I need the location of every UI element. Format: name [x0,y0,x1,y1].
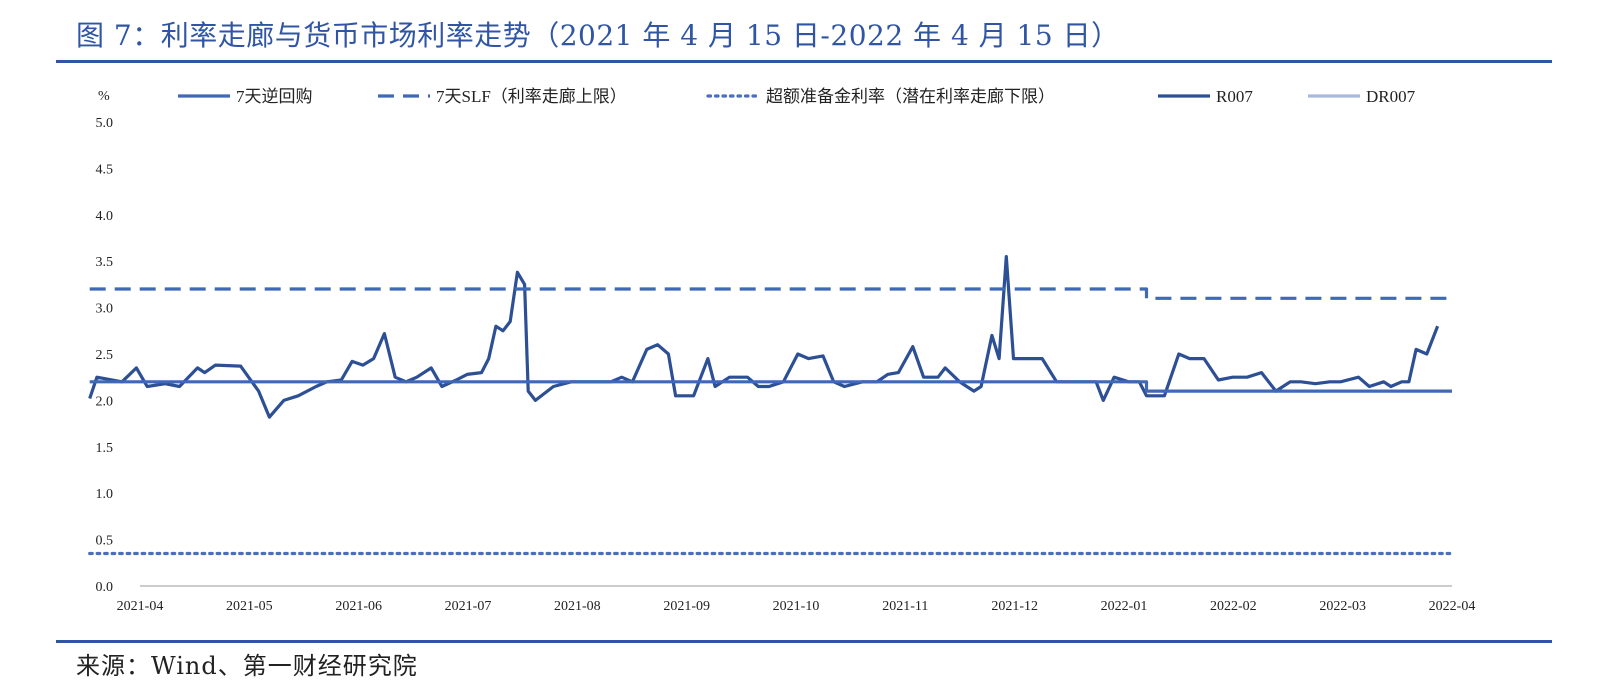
x-tick-label: 2022-04 [1429,599,1476,614]
y-axis: 0.0 0.5 1.0 1.5 2.0 2.5 3.0 3.5 4.0 4.5 5.0 [96,116,114,595]
y-tick-label: 1.0 [96,487,114,502]
rate-corridor-chart: 7天逆回购 7天SLF（利率走廊上限） 超额准备金利率（潜在利率走廊下限） R007 D… [88,87,1476,614]
x-tick-label: 2021-10 [773,599,820,614]
x-tick-label: 2021-12 [991,599,1038,614]
source-note: 来源：Wind、第一财经研究院 [76,652,418,680]
x-tick-label: 2022-01 [1101,599,1148,614]
legend-label: R007 [1216,87,1253,106]
x-tick-label: 2021-07 [445,599,492,614]
y-tick-label: 0.0 [96,580,114,595]
legend-label: 7天SLF（利率走廊上限） [436,87,627,106]
x-tick-label: 2021-04 [117,599,164,614]
y-tick-label: 3.5 [96,255,114,270]
y-tick-label: 0.5 [96,534,114,549]
title-divider [56,60,1552,63]
x-tick-label: 2022-02 [1210,599,1257,614]
y-axis-unit: % [98,89,110,104]
y-tick-label: 4.0 [96,209,114,224]
legend-label: 超额准备金利率（潜在利率走廊下限） [766,87,1055,106]
x-tick-label: 2021-08 [554,599,601,614]
chart-legend: 7天逆回购 7天SLF（利率走廊上限） 超额准备金利率（潜在利率走廊下限） R007 D… [178,87,1416,106]
series-line-R007 [88,255,1440,419]
x-tick-label: 2021-11 [882,599,928,614]
y-tick-label: 4.5 [96,162,114,177]
series-line-7天逆回购 [89,380,1452,393]
series-line-7天SLF（利率走廊上限） [89,287,1452,300]
x-tick-label: 2021-05 [226,599,273,614]
legend-label: 7天逆回购 [236,87,313,106]
x-tick-label: 2021-09 [663,599,710,614]
y-tick-label: 2.0 [96,394,114,409]
y-tick-label: 1.5 [96,441,114,456]
y-tick-label: 5.0 [96,116,114,131]
y-tick-label: 3.0 [96,302,114,317]
y-tick-label: 2.5 [96,348,114,363]
figure-title: 图 7：利率走廊与货币市场利率走势（2021 年 4 月 15 日-2022 年… [76,19,1120,52]
source-divider [56,640,1552,643]
x-tick-label: 2021-06 [335,599,382,614]
legend-label: DR007 [1366,87,1416,106]
x-axis: 2021-04 2021-05 2021-06 2021-07 2021-08 2021-… [117,599,1476,614]
plot-area [88,255,1454,556]
x-tick-label: 2022-03 [1319,599,1366,614]
